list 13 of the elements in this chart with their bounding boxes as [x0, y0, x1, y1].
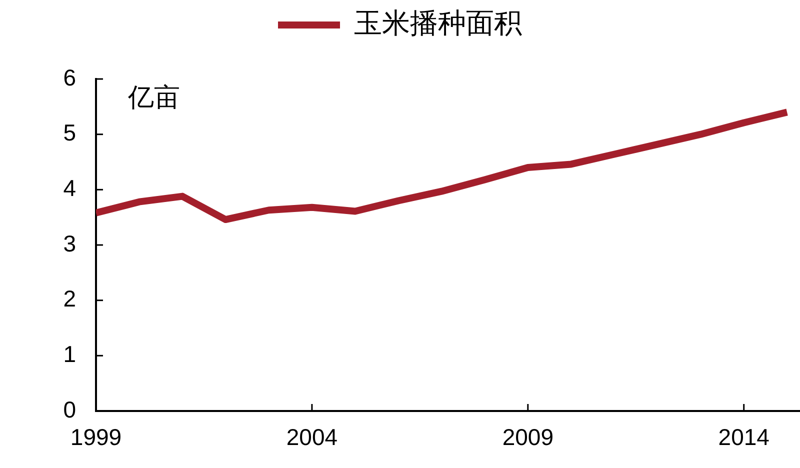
x-tick-label: 2004 — [286, 424, 338, 450]
y-tick-label: 3 — [63, 230, 76, 256]
y-tick-label: 5 — [63, 120, 76, 146]
x-tick-label: 2009 — [502, 424, 554, 450]
x-tick-label: 2014 — [718, 424, 770, 450]
x-tick-label: 1999 — [70, 424, 122, 450]
y-tick-label: 1 — [63, 341, 76, 368]
y-tick-label: 2 — [63, 286, 76, 312]
y-tick-label: 6 — [63, 64, 76, 90]
y-axis-title: 亿亩 — [127, 82, 180, 112]
y-tick-label: 0 — [63, 396, 76, 422]
legend-label: 玉米播种面积 — [354, 8, 522, 40]
y-tick-label: 4 — [63, 175, 76, 202]
